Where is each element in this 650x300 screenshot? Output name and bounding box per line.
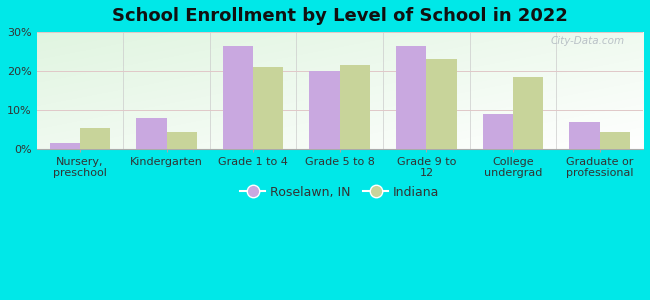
Bar xyxy=(483,114,513,149)
Bar xyxy=(600,132,630,149)
Bar xyxy=(340,65,370,149)
Bar xyxy=(80,128,111,149)
Legend: Roselawn, IN, Indiana: Roselawn, IN, Indiana xyxy=(235,181,445,204)
Bar xyxy=(569,122,600,149)
Bar xyxy=(136,118,166,149)
Bar xyxy=(309,71,340,149)
Title: School Enrollment by Level of School in 2022: School Enrollment by Level of School in … xyxy=(112,7,567,25)
Bar xyxy=(426,59,457,149)
Bar xyxy=(253,67,283,149)
Bar xyxy=(223,46,253,149)
Bar xyxy=(49,143,80,149)
Bar xyxy=(166,132,197,149)
Bar xyxy=(396,46,426,149)
Bar xyxy=(513,77,543,149)
Text: City-Data.com: City-Data.com xyxy=(551,36,625,46)
